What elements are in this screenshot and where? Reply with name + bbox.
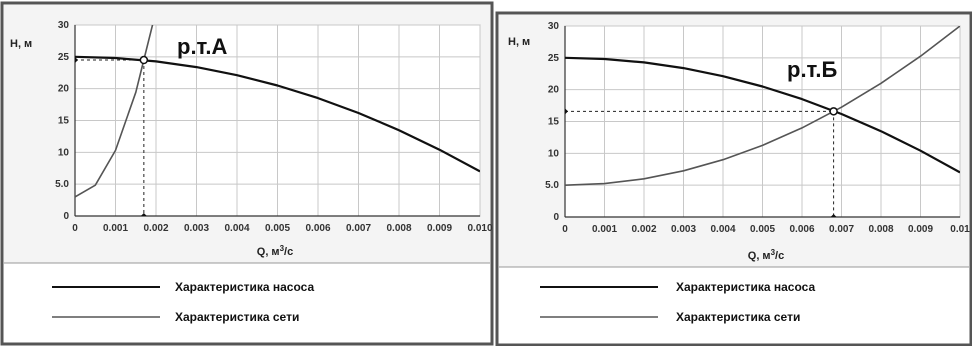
x-tick-label: 0.003 [184, 223, 209, 234]
y-axis-pointer [565, 108, 568, 115]
legend-label-network: Характеристика сети [175, 310, 299, 324]
guide-lines [565, 110, 835, 217]
x-tick-label: 0.002 [631, 224, 656, 235]
x-tick-label: 0.004 [224, 223, 249, 234]
x-axis-label-superscript: 3 [280, 244, 285, 253]
y-tick-label: 20 [548, 85, 560, 96]
chart-panel-a: 0 5.0 10 15 20 25 30 0 0.001 0.002 0.003 0.004 0.00… [0, 1, 494, 346]
series-pump-line [565, 56, 960, 174]
markers [75, 55, 149, 216]
x-tick-label: 0 [72, 223, 78, 234]
x-axis-label-superscript: 3 [771, 248, 776, 257]
y-tick-label: 20 [58, 84, 70, 95]
guide-lines [75, 59, 145, 216]
x-axis-label-unit: /с [775, 250, 784, 262]
x-axis-label: Q, м3/с [257, 244, 293, 258]
y-tick-label: 30 [58, 20, 70, 31]
operating-point-marker [829, 107, 838, 116]
y-tick-labels: 0 5.0 10 15 20 25 30 [55, 20, 69, 222]
x-axis-pointer [830, 214, 837, 217]
operating-point-marker [139, 55, 149, 65]
x-tick-label: 0.001 [103, 223, 128, 234]
x-tick-label: 0.01 [950, 224, 970, 235]
x-tick-label: 0.004 [710, 224, 735, 235]
y-axis-label: H, м [10, 38, 32, 50]
x-tick-label: 0.008 [868, 224, 893, 235]
x-tick-label: 0.007 [829, 224, 854, 235]
x-tick-label: 0.008 [386, 223, 411, 234]
x-axis-label-unit: /с [284, 246, 293, 258]
x-axis-label-text: Q, м [257, 246, 280, 258]
x-tick-label: 0.003 [671, 224, 696, 235]
y-tick-label: 25 [548, 53, 560, 64]
legend-label-pump: Характеристика насоса [175, 280, 314, 294]
x-tick-label: 0.009 [908, 224, 933, 235]
legend-label-network: Характеристика сети [676, 310, 800, 324]
x-tick-label: 0.005 [750, 224, 775, 235]
x-tick-label: 0.002 [143, 223, 168, 234]
y-tick-label: 10 [58, 147, 70, 158]
y-tick-label: 0 [553, 212, 559, 223]
x-axis-pointer [140, 213, 147, 216]
y-tick-label: 15 [548, 117, 560, 128]
x-tick-label: 0.007 [346, 223, 371, 234]
markers [565, 107, 838, 217]
x-tick-label: 0.005 [265, 223, 290, 234]
operating-point-annotation: р.т.Б [787, 57, 838, 82]
y-tick-label: 5.0 [545, 180, 559, 191]
x-tick-label: 0 [562, 224, 568, 235]
y-tick-label: 5.0 [55, 179, 69, 190]
y-axis-pointer [75, 57, 78, 64]
grid [74, 24, 481, 217]
y-tick-label: 25 [58, 52, 70, 63]
x-tick-labels: 0 0.001 0.002 0.003 0.004 0.005 0.006 0.007 0.00… [72, 223, 493, 234]
operating-point-annotation: р.т.А [177, 34, 228, 59]
y-tick-label: 10 [548, 148, 560, 159]
x-axis-label-text: Q, м [748, 250, 771, 262]
chart-panel-b: 0 5.0 10 15 20 25 30 0 0.001 0.002 0.003 0.004 0.00… [495, 11, 972, 347]
series-network-line [75, 25, 154, 198]
x-axis-label: Q, м3/с [748, 248, 784, 262]
x-tick-label: 0.006 [305, 223, 330, 234]
y-tick-label: 30 [548, 21, 560, 32]
y-axis-label: H, м [508, 36, 530, 48]
x-tick-label: 0.010 [467, 223, 492, 234]
y-tick-labels: 0 5.0 10 15 20 25 30 [545, 21, 559, 223]
grid [564, 25, 961, 218]
x-tick-label: 0.006 [789, 224, 814, 235]
y-tick-label: 0 [63, 211, 69, 222]
legend-label-pump: Характеристика насоса [676, 280, 815, 294]
y-tick-label: 15 [58, 116, 70, 127]
curves [565, 26, 960, 186]
x-tick-labels: 0 0.001 0.002 0.003 0.004 0.005 0.006 0.007 0.00… [562, 224, 970, 235]
x-tick-label: 0.009 [427, 223, 452, 234]
x-tick-label: 0.001 [592, 224, 617, 235]
series-network-line [565, 26, 960, 186]
